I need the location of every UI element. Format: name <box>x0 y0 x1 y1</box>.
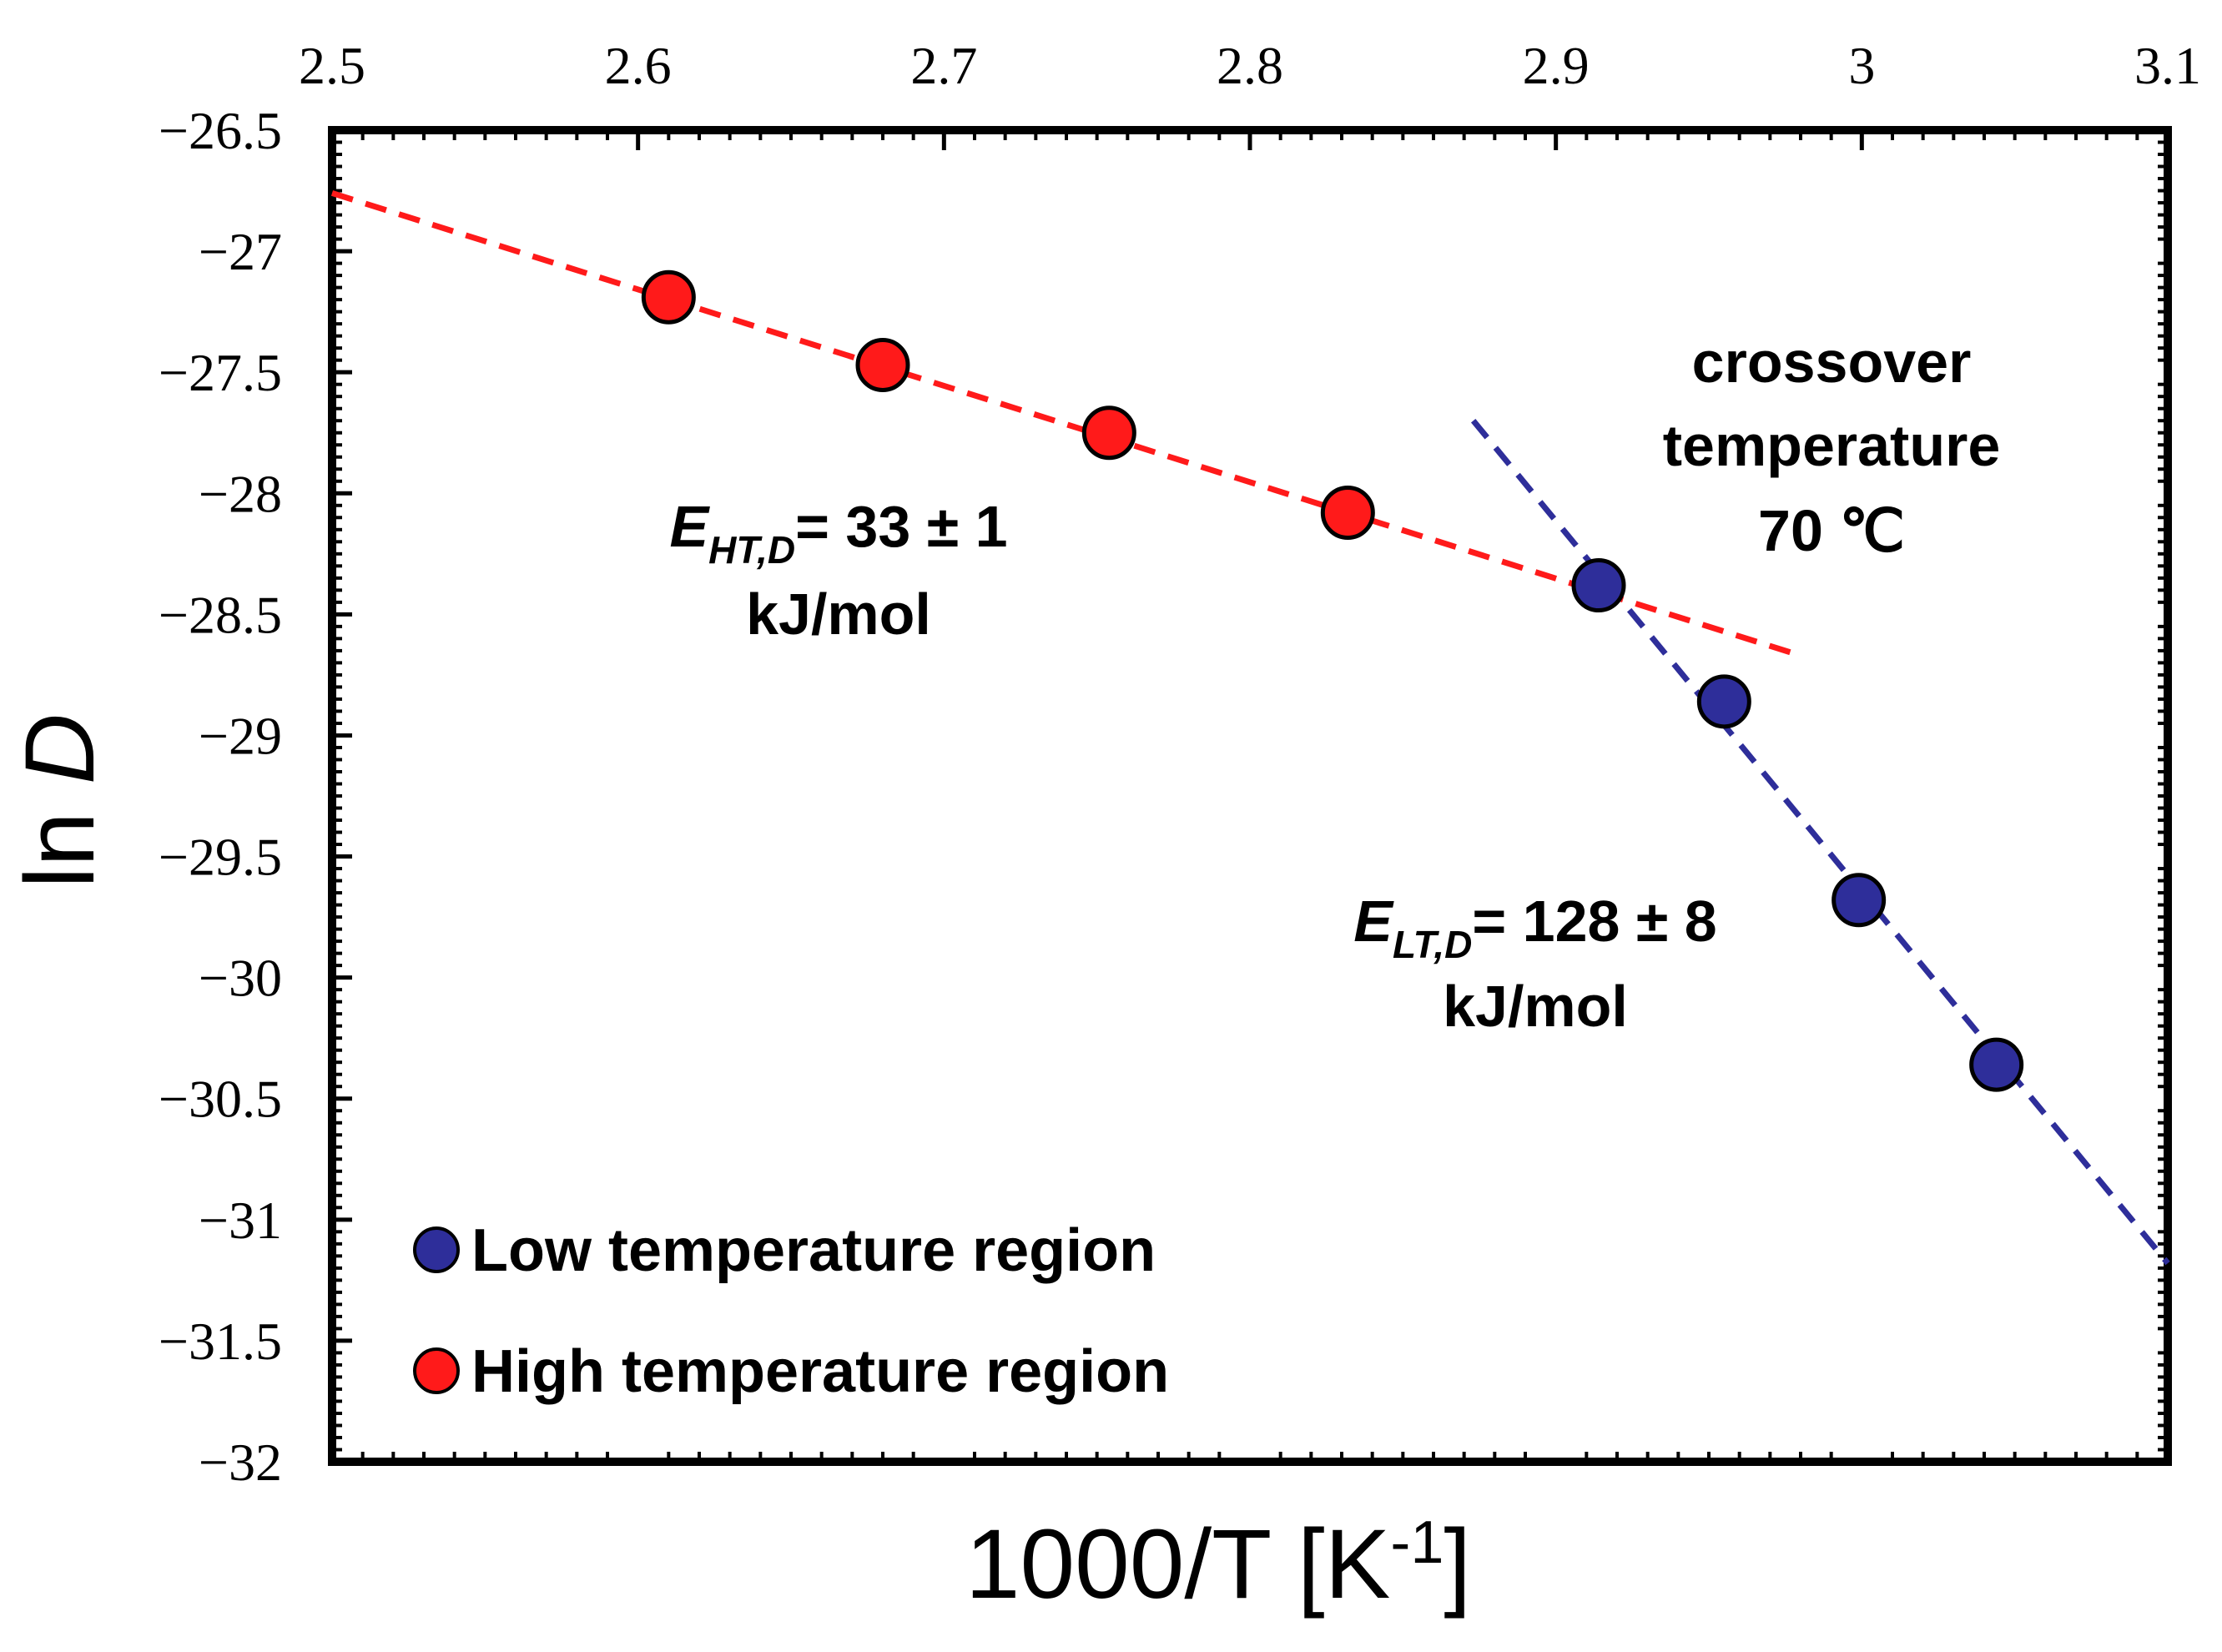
lt-energy-symbol: E <box>1353 889 1394 954</box>
y-tick-label: −28.5 <box>159 585 282 644</box>
low-temp-point <box>1969 1037 2024 1092</box>
legend-label-low: Low temperature region <box>471 1217 1156 1284</box>
y-tick-label: −31 <box>199 1191 282 1250</box>
ht-energy-subscript: HT,D <box>708 528 795 572</box>
x-tick-label: 2.8 <box>1217 36 1283 95</box>
ht-energy-unit: kJ/mol <box>746 582 931 647</box>
legend-marker-high <box>413 1347 460 1394</box>
lt-energy-value: = 128 ± 8 <box>1472 889 1716 954</box>
crossover-line1: crossover <box>1692 330 1972 395</box>
x-axis-title-end: ] <box>1444 1509 1471 1619</box>
ht-energy-label: EHT,D= 33 ± 1 <box>669 494 1007 572</box>
x-tick-label: 3.1 <box>2134 36 2201 95</box>
high-temp-point <box>641 269 696 325</box>
x-tick-label: 2.5 <box>299 36 365 95</box>
y-axis-title-var: D <box>5 713 115 784</box>
lt-energy-subscript: LT,D <box>1393 923 1472 966</box>
x-tick-label: 2.6 <box>605 36 672 95</box>
high-temp-point <box>855 337 910 392</box>
lt-energy-unit: kJ/mol <box>1443 974 1628 1039</box>
crossover-line2: temperature <box>1663 413 2001 478</box>
legend: Low temperature region High temperature … <box>413 1217 1169 1405</box>
high-temp-point <box>1320 485 1375 540</box>
low-temp-point <box>1571 558 1626 613</box>
y-tick-label: −28 <box>199 464 282 523</box>
x-axis-title: 1000/T [K-1] <box>965 1509 1471 1619</box>
y-tick-label: −29.5 <box>159 828 282 887</box>
y-tick-label: −27.5 <box>159 343 282 402</box>
minor-ticks <box>332 130 2168 1462</box>
y-tick-label: −32 <box>199 1433 282 1492</box>
data-points <box>641 269 2024 1092</box>
y-tick-label: −26.5 <box>159 101 282 160</box>
y-axis-title: ln D <box>5 713 115 889</box>
y-tick-label: −30.5 <box>159 1070 282 1129</box>
y-tick-label: −29 <box>199 706 282 765</box>
x-tick-label: 2.7 <box>910 36 977 95</box>
y-tick-label: −27 <box>199 222 282 281</box>
y-axis-title-prefix: ln <box>5 784 115 889</box>
high-temp-fit-line <box>330 190 1802 659</box>
x-axis-title-main: 1000/T [K <box>965 1509 1391 1619</box>
ht-energy-symbol: E <box>669 494 710 559</box>
lt-energy-label: ELT,D= 128 ± 8 <box>1353 889 1716 966</box>
y-tick-label: −31.5 <box>159 1312 282 1371</box>
ht-energy-value: = 33 ± 1 <box>795 494 1007 559</box>
x-tick-label: 2.9 <box>1523 36 1590 95</box>
legend-label-high: High temperature region <box>471 1338 1169 1405</box>
high-temp-point <box>1081 405 1136 461</box>
legend-marker-low <box>413 1226 460 1273</box>
y-tick-label: −30 <box>199 949 282 1008</box>
x-axis: 2.5 2.6 2.7 2.8 2.9 3 3.1 <box>299 36 2201 150</box>
low-temp-point <box>1696 674 1751 729</box>
x-axis-title-sup: -1 <box>1390 1509 1444 1576</box>
crossover-line3: 70 ℃ <box>1758 498 1905 563</box>
y-axis: −26.5 −27 −27.5 −28 −28.5 −29 −29.5 −30 −30.5 −31… <box>159 101 352 1492</box>
x-tick-label: 3 <box>1848 36 1875 95</box>
low-temp-point <box>1832 873 1887 928</box>
